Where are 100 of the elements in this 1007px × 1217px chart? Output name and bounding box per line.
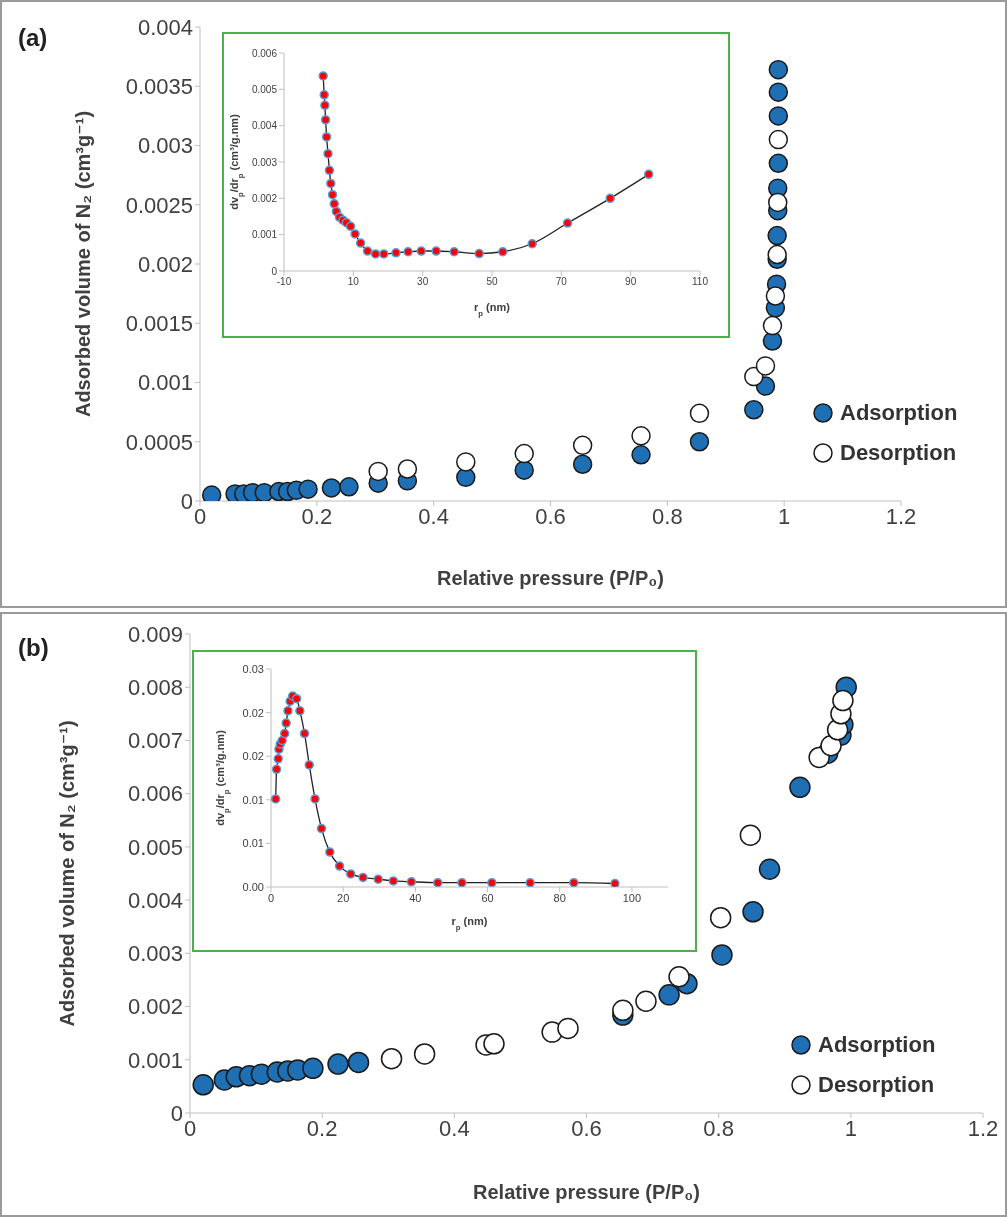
point: [321, 132, 332, 142]
point: [321, 478, 342, 498]
point: [767, 244, 787, 265]
y-tick-label: 0.006: [251, 47, 278, 59]
point: [327, 189, 338, 200]
point: [273, 754, 283, 764]
point: [362, 246, 373, 256]
y-tick-label: 0.005: [127, 834, 183, 860]
point: [271, 794, 281, 804]
point: [397, 459, 418, 479]
chart-title: (b): [18, 634, 49, 662]
point: [192, 1074, 214, 1096]
point: [832, 689, 854, 712]
y-tick-label: 0.03: [242, 662, 264, 675]
point: [498, 246, 508, 257]
x-tick-label: 1.2: [967, 1115, 999, 1141]
point: [572, 454, 593, 475]
y-tick-label: 0.003: [251, 156, 278, 168]
point: [355, 238, 366, 248]
x-tick-label: 100: [622, 891, 642, 904]
point: [631, 445, 651, 465]
x-axis-title: Relative pressure (P/P₀): [473, 1181, 700, 1203]
x-tick-label: 50: [486, 276, 498, 288]
y-axis-title: Adsorbed volume of N₂ (cm³g⁻¹): [72, 110, 94, 418]
point: [474, 248, 484, 259]
point: [379, 249, 389, 259]
y-tick-label: 0.00: [242, 880, 264, 893]
point: [283, 706, 293, 716]
point: [325, 847, 335, 857]
point: [339, 477, 359, 497]
y-tick-label: 0.0005: [125, 429, 193, 455]
x-tick-label: 20: [337, 891, 350, 904]
x-tick-label: 0.2: [301, 503, 333, 529]
point: [449, 246, 459, 257]
chart-title: (a): [18, 24, 48, 52]
point: [299, 728, 310, 739]
point: [318, 71, 328, 81]
x-tick-label: 1: [778, 503, 791, 529]
point: [658, 984, 680, 1006]
x-axis-title: r$_{p}$ (nm): [451, 915, 488, 932]
point: [403, 246, 413, 257]
y-tick-label: 0.001: [127, 1047, 183, 1073]
point: [391, 248, 401, 258]
point: [295, 706, 305, 716]
x-tick-label: 0.4: [439, 1115, 470, 1141]
x-tick-label: 0.4: [418, 503, 449, 529]
point: [310, 794, 320, 804]
point: [569, 877, 579, 887]
point: [487, 877, 497, 887]
point: [368, 461, 388, 482]
point: [689, 432, 710, 452]
point: [643, 169, 654, 180]
y-tick-label: 0.001: [137, 370, 193, 396]
point: [416, 246, 427, 256]
y-tick-label: 0.0015: [125, 311, 193, 337]
point: [767, 225, 787, 246]
point: [346, 869, 356, 879]
point: [432, 877, 443, 887]
y-tick-label: 0.02: [242, 706, 264, 719]
point: [767, 192, 788, 213]
point: [768, 153, 789, 174]
x-tick-label: 30: [417, 276, 429, 288]
point: [316, 823, 327, 834]
point: [327, 1053, 349, 1075]
legend-label: Adsorption: [840, 400, 958, 426]
point: [281, 718, 291, 728]
point: [789, 776, 811, 799]
point: [329, 199, 340, 209]
x-tick-label: 0.2: [306, 1115, 338, 1141]
x-tick-label: 70: [555, 276, 568, 288]
point: [334, 861, 345, 871]
point: [323, 148, 333, 159]
point: [562, 218, 573, 228]
point: [358, 872, 368, 883]
point: [483, 1033, 505, 1055]
y-axis-title: Adsorbed volume of N₂ (cm³g⁻¹): [56, 720, 78, 1027]
point: [388, 876, 399, 886]
y-tick-label: 0.02: [242, 750, 264, 763]
y-tick-label: 0.01: [242, 837, 264, 850]
y-tick-label: 0: [271, 265, 278, 277]
point: [514, 460, 534, 480]
x-tick-label: 90: [625, 276, 637, 288]
point: [457, 877, 467, 887]
y-tick-label: 0.007: [127, 728, 183, 754]
point: [668, 966, 690, 988]
y-tick-label: 0.009: [127, 621, 183, 647]
point: [370, 249, 381, 259]
point: [525, 877, 535, 887]
legend-label: Adsorption: [818, 1032, 936, 1058]
x-axis-title: r$_{p}$ (nm): [474, 301, 511, 318]
point: [612, 999, 634, 1022]
x-tick-label: 0.6: [535, 503, 566, 529]
point: [610, 878, 620, 887]
y-tick-label: 0.002: [251, 192, 278, 204]
point: [527, 239, 537, 249]
x-tick-label: 1: [844, 1115, 857, 1141]
point: [326, 178, 336, 189]
x-tick-label: 110: [692, 276, 709, 288]
point: [291, 693, 302, 704]
point: [768, 82, 789, 102]
